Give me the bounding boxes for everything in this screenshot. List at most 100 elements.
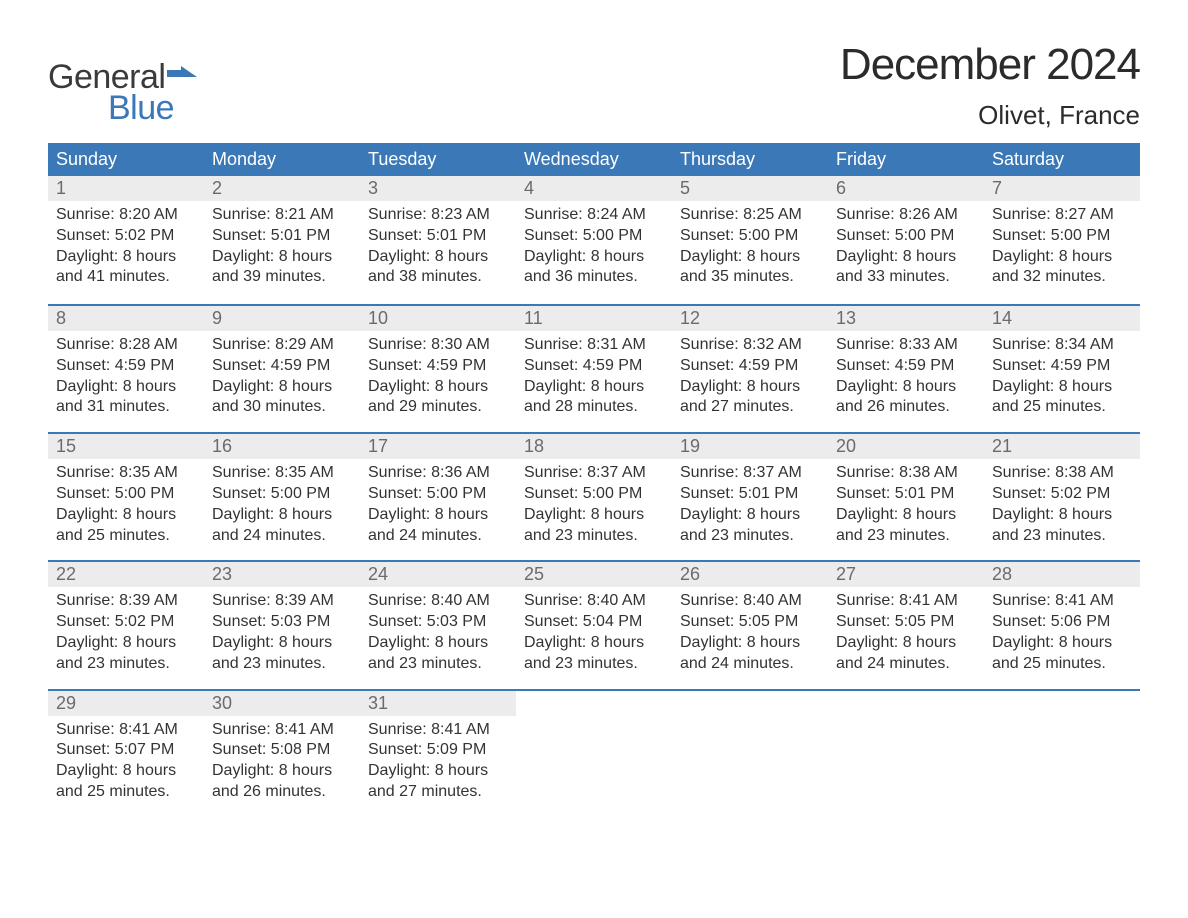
calendar-day (984, 691, 1140, 817)
month-title: December 2024 (840, 40, 1140, 90)
sunset-text: Sunset: 5:02 PM (992, 484, 1132, 505)
sunrise-text: Sunrise: 8:37 AM (524, 463, 664, 484)
dl1-text: Daylight: 8 hours (524, 505, 664, 526)
sunrise-text: Sunrise: 8:40 AM (524, 591, 664, 612)
dl1-text: Daylight: 8 hours (992, 247, 1132, 268)
sunset-text: Sunset: 5:00 PM (992, 226, 1132, 247)
day-number: 3 (360, 176, 516, 201)
sunset-text: Sunset: 5:02 PM (56, 226, 196, 247)
day-number: 14 (984, 306, 1140, 331)
sunrise-text: Sunrise: 8:32 AM (680, 335, 820, 356)
dl1-text: Daylight: 8 hours (212, 761, 352, 782)
calendar: SundayMondayTuesdayWednesdayThursdayFrid… (48, 143, 1140, 817)
sunset-text: Sunset: 5:01 PM (680, 484, 820, 505)
dl2-text: and 32 minutes. (992, 267, 1132, 288)
sunset-text: Sunset: 5:00 PM (212, 484, 352, 505)
sunset-text: Sunset: 5:08 PM (212, 740, 352, 761)
day-body: Sunrise: 8:37 AMSunset: 5:00 PMDaylight:… (516, 459, 672, 546)
sunset-text: Sunset: 5:06 PM (992, 612, 1132, 633)
day-number: 27 (828, 562, 984, 587)
dl1-text: Daylight: 8 hours (680, 633, 820, 654)
sunrise-text: Sunrise: 8:38 AM (992, 463, 1132, 484)
dl2-text: and 23 minutes. (524, 654, 664, 675)
sunset-text: Sunset: 5:01 PM (836, 484, 976, 505)
sunrise-text: Sunrise: 8:39 AM (212, 591, 352, 612)
dl1-text: Daylight: 8 hours (56, 761, 196, 782)
dl2-text: and 41 minutes. (56, 267, 196, 288)
day-body: Sunrise: 8:35 AMSunset: 5:00 PMDaylight:… (48, 459, 204, 546)
day-body: Sunrise: 8:34 AMSunset: 4:59 PMDaylight:… (984, 331, 1140, 418)
header: General Blue December 2024 Olivet, Franc… (48, 40, 1140, 131)
sunset-text: Sunset: 5:09 PM (368, 740, 508, 761)
day-body: Sunrise: 8:30 AMSunset: 4:59 PMDaylight:… (360, 331, 516, 418)
dl2-text: and 39 minutes. (212, 267, 352, 288)
sunrise-text: Sunrise: 8:41 AM (56, 720, 196, 741)
sunset-text: Sunset: 5:04 PM (524, 612, 664, 633)
day-number: 22 (48, 562, 204, 587)
day-body: Sunrise: 8:39 AMSunset: 5:02 PMDaylight:… (48, 587, 204, 674)
calendar-day: 16Sunrise: 8:35 AMSunset: 5:00 PMDayligh… (204, 434, 360, 560)
calendar-day: 19Sunrise: 8:37 AMSunset: 5:01 PMDayligh… (672, 434, 828, 560)
day-body: Sunrise: 8:41 AMSunset: 5:06 PMDaylight:… (984, 587, 1140, 674)
day-number: 31 (360, 691, 516, 716)
day-body: Sunrise: 8:40 AMSunset: 5:04 PMDaylight:… (516, 587, 672, 674)
day-number: 21 (984, 434, 1140, 459)
calendar-day: 30Sunrise: 8:41 AMSunset: 5:08 PMDayligh… (204, 691, 360, 817)
day-body: Sunrise: 8:29 AMSunset: 4:59 PMDaylight:… (204, 331, 360, 418)
day-body: Sunrise: 8:38 AMSunset: 5:01 PMDaylight:… (828, 459, 984, 546)
sunset-text: Sunset: 4:59 PM (212, 356, 352, 377)
day-number: 24 (360, 562, 516, 587)
dl2-text: and 25 minutes. (992, 397, 1132, 418)
day-number: 26 (672, 562, 828, 587)
dl2-text: and 25 minutes. (56, 526, 196, 547)
dl2-text: and 23 minutes. (56, 654, 196, 675)
sunrise-text: Sunrise: 8:20 AM (56, 205, 196, 226)
dl2-text: and 26 minutes. (836, 397, 976, 418)
day-body: Sunrise: 8:38 AMSunset: 5:02 PMDaylight:… (984, 459, 1140, 546)
calendar-week: 8Sunrise: 8:28 AMSunset: 4:59 PMDaylight… (48, 304, 1140, 432)
dl2-text: and 25 minutes. (56, 782, 196, 803)
sunrise-text: Sunrise: 8:27 AM (992, 205, 1132, 226)
day-number: 9 (204, 306, 360, 331)
sunrise-text: Sunrise: 8:37 AM (680, 463, 820, 484)
dl2-text: and 31 minutes. (56, 397, 196, 418)
sunset-text: Sunset: 5:00 PM (836, 226, 976, 247)
sunset-text: Sunset: 5:05 PM (836, 612, 976, 633)
day-number: 8 (48, 306, 204, 331)
dl1-text: Daylight: 8 hours (680, 247, 820, 268)
day-number: 11 (516, 306, 672, 331)
dl2-text: and 29 minutes. (368, 397, 508, 418)
dow-cell: Thursday (672, 143, 828, 176)
day-body: Sunrise: 8:24 AMSunset: 5:00 PMDaylight:… (516, 201, 672, 288)
sunrise-text: Sunrise: 8:23 AM (368, 205, 508, 226)
day-body: Sunrise: 8:36 AMSunset: 5:00 PMDaylight:… (360, 459, 516, 546)
sunrise-text: Sunrise: 8:29 AM (212, 335, 352, 356)
day-body: Sunrise: 8:41 AMSunset: 5:05 PMDaylight:… (828, 587, 984, 674)
dl2-text: and 23 minutes. (836, 526, 976, 547)
dl1-text: Daylight: 8 hours (368, 505, 508, 526)
day-number: 6 (828, 176, 984, 201)
calendar-week: 1Sunrise: 8:20 AMSunset: 5:02 PMDaylight… (48, 176, 1140, 304)
calendar-day: 29Sunrise: 8:41 AMSunset: 5:07 PMDayligh… (48, 691, 204, 817)
day-body: Sunrise: 8:26 AMSunset: 5:00 PMDaylight:… (828, 201, 984, 288)
dl1-text: Daylight: 8 hours (524, 633, 664, 654)
sunrise-text: Sunrise: 8:35 AM (56, 463, 196, 484)
calendar-day (516, 691, 672, 817)
day-body: Sunrise: 8:21 AMSunset: 5:01 PMDaylight:… (204, 201, 360, 288)
calendar-day: 27Sunrise: 8:41 AMSunset: 5:05 PMDayligh… (828, 562, 984, 688)
calendar-day: 24Sunrise: 8:40 AMSunset: 5:03 PMDayligh… (360, 562, 516, 688)
sunset-text: Sunset: 5:07 PM (56, 740, 196, 761)
sunrise-text: Sunrise: 8:38 AM (836, 463, 976, 484)
calendar-day: 15Sunrise: 8:35 AMSunset: 5:00 PMDayligh… (48, 434, 204, 560)
calendar-day (828, 691, 984, 817)
dl1-text: Daylight: 8 hours (836, 505, 976, 526)
calendar-day: 8Sunrise: 8:28 AMSunset: 4:59 PMDaylight… (48, 306, 204, 432)
sunrise-text: Sunrise: 8:30 AM (368, 335, 508, 356)
sunset-text: Sunset: 4:59 PM (992, 356, 1132, 377)
day-body: Sunrise: 8:40 AMSunset: 5:03 PMDaylight:… (360, 587, 516, 674)
calendar-week: 22Sunrise: 8:39 AMSunset: 5:02 PMDayligh… (48, 560, 1140, 688)
calendar-day: 18Sunrise: 8:37 AMSunset: 5:00 PMDayligh… (516, 434, 672, 560)
day-body: Sunrise: 8:41 AMSunset: 5:08 PMDaylight:… (204, 716, 360, 803)
sunrise-text: Sunrise: 8:21 AM (212, 205, 352, 226)
sunrise-text: Sunrise: 8:40 AM (368, 591, 508, 612)
